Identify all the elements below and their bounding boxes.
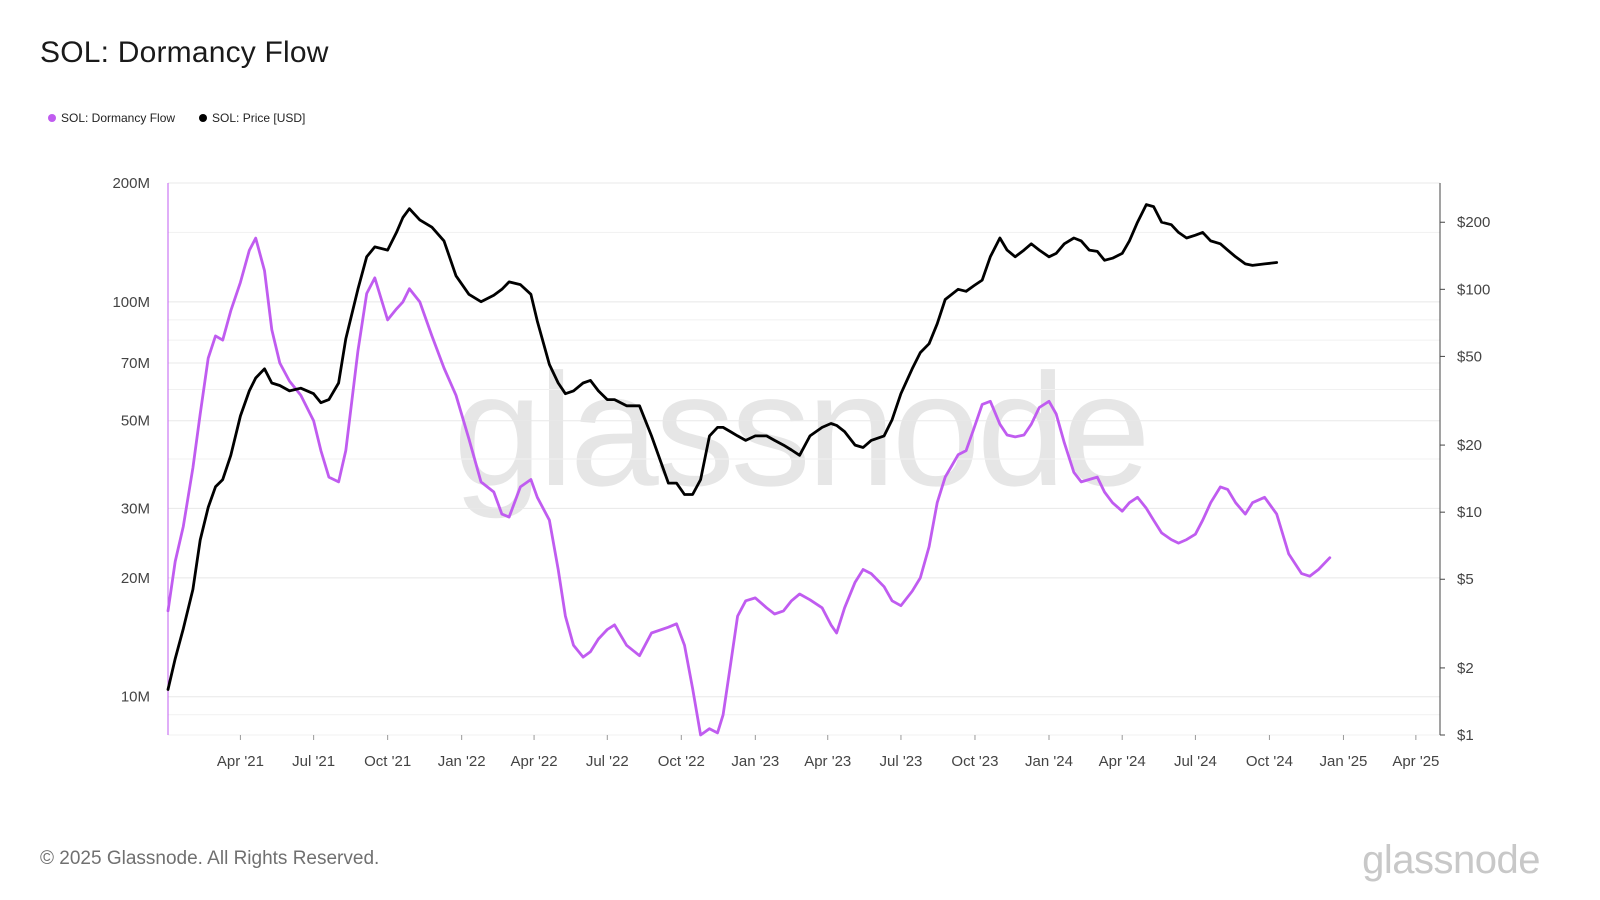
x-tick-label: Apr '21 [217,753,264,770]
legend-dot-dormancy-flow [48,114,56,122]
right-tick-label: $10 [1457,504,1482,521]
right-tick-label: $5 [1457,571,1474,588]
x-tick-label: Jul '24 [1174,753,1217,770]
right-tick-label: $50 [1457,348,1482,365]
copyright-footer: © 2025 Glassnode. All Rights Reserved. [40,848,380,869]
x-tick-label: Apr '24 [1099,753,1146,770]
x-tick-label: Jul '23 [880,753,923,770]
x-tick-label: Jul '21 [292,753,335,770]
right-tick-label: $20 [1457,437,1482,454]
x-tick-label: Oct '21 [364,753,411,770]
chart-title: SOL: Dormancy Flow [40,36,329,69]
x-axis-ticks: Apr '21 Jul '21 Oct '21 Jan '22 Apr '22 Jul '… [217,735,1439,770]
right-tick-label: $200 [1457,214,1490,231]
x-tick-label: Jan '22 [438,753,486,770]
legend-item-price[interactable]: SOL: Price [USD] [199,111,305,125]
x-tick-label: Oct '23 [951,753,998,770]
left-tick-label: 50M [121,413,150,430]
series-line-price[interactable] [166,203,1279,691]
left-tick-label: 10M [121,689,150,706]
x-tick-label: Oct '24 [1246,753,1293,770]
x-tick-label: Jul '22 [586,753,629,770]
right-axis-ticks: $1 $2 $5 $10 $20 $50 $100 $200 [1440,214,1490,744]
legend: SOL: Dormancy Flow SOL: Price [USD] [48,111,305,125]
x-tick-label: Apr '22 [511,753,558,770]
axes [167,183,1441,735]
right-tick-label: $100 [1457,281,1490,298]
right-tick-label: $1 [1457,727,1474,744]
left-tick-label: 200M [112,175,150,192]
legend-dot-price [199,114,208,122]
series-layer [166,203,1332,737]
x-tick-label: Apr '25 [1392,753,1439,770]
x-tick-label: Apr '23 [804,753,851,770]
brand-logo[interactable]: glassnode [1362,838,1540,882]
right-tick-label: $2 [1457,660,1474,677]
grid-lines [168,182,1440,736]
x-tick-label: Jan '24 [1025,753,1073,770]
left-tick-label: 20M [121,570,150,587]
watermark: glassnode [453,340,1146,519]
x-tick-label: Jan '23 [731,753,779,770]
left-tick-label: 70M [121,355,150,372]
legend-label-price: SOL: Price [USD] [212,111,306,125]
left-tick-label: 30M [121,500,150,517]
x-tick-label: Jan '25 [1320,753,1368,770]
left-axis-ticks: 10M 20M 30M 50M 70M 100M 200M [112,175,150,706]
left-tick-label: 100M [112,294,150,311]
x-tick-label: Oct '22 [658,753,705,770]
series-line-dormancy-flow[interactable] [166,236,1332,737]
legend-label-dormancy-flow: SOL: Dormancy Flow [61,111,176,125]
legend-item-dormancy-flow[interactable]: SOL: Dormancy Flow [48,111,175,125]
